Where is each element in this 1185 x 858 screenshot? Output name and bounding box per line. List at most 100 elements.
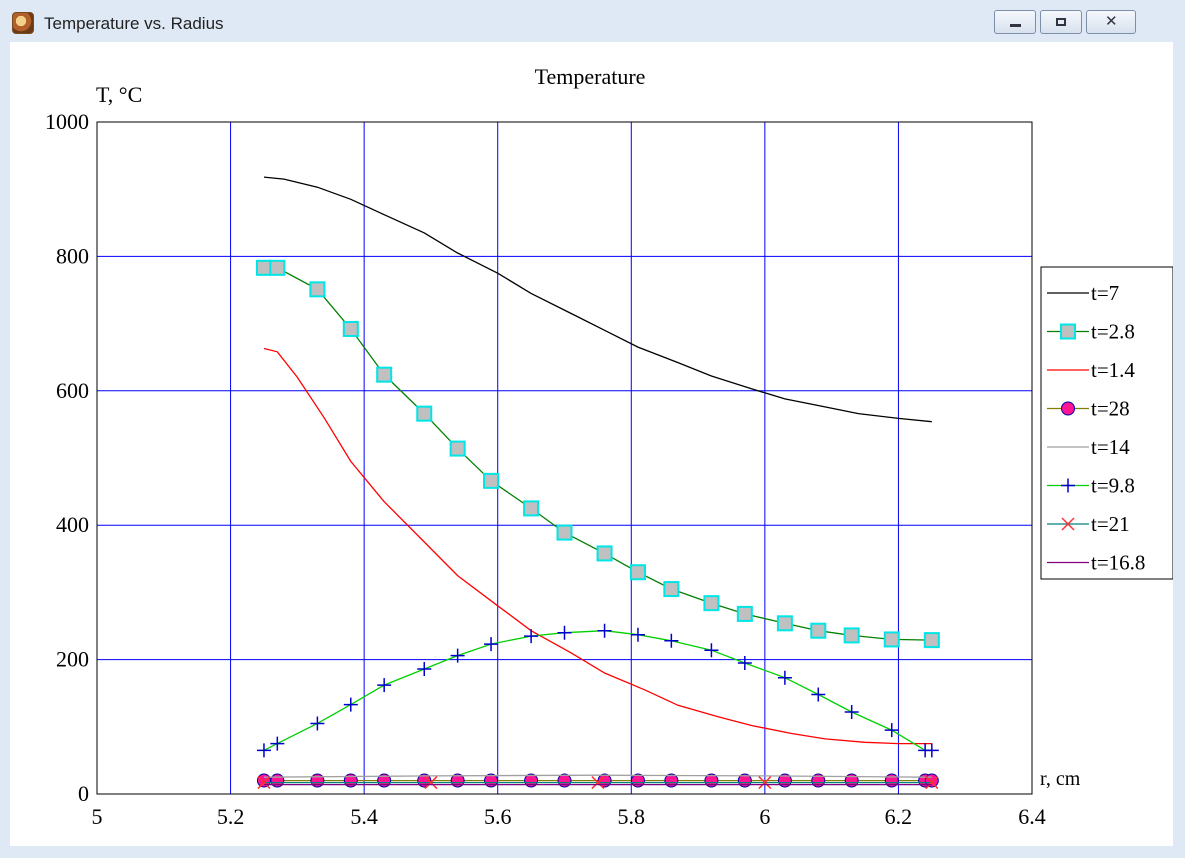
data-point [737, 655, 752, 670]
legend-item: t=28 [1047, 397, 1130, 421]
data-point [810, 622, 827, 639]
data-point [925, 776, 939, 790]
legend-item: t=2.8 [1047, 320, 1135, 344]
close-icon: ✕ [1105, 12, 1118, 30]
data-point [924, 743, 939, 758]
legend-item: t=9.8 [1047, 474, 1135, 498]
series-1 [255, 259, 940, 649]
legend-label: t=28 [1091, 397, 1130, 421]
legend-item: t=14 [1047, 435, 1130, 459]
data-point [844, 773, 859, 788]
data-point [630, 773, 645, 788]
data-point [416, 405, 433, 422]
data-point [777, 773, 792, 788]
data-point [417, 662, 432, 677]
data-point [524, 629, 539, 644]
maximize-button[interactable] [1040, 10, 1082, 34]
data-point [270, 736, 285, 751]
data-point [704, 773, 719, 788]
y-tick-label: 0 [78, 781, 89, 806]
legend-label: t=2.8 [1091, 320, 1135, 344]
data-point [557, 773, 572, 788]
data-point [883, 631, 900, 648]
series-6 [257, 776, 939, 790]
x-tick-label: 6 [759, 804, 770, 829]
data-point [591, 776, 605, 790]
data-point [376, 366, 393, 383]
legend-box [1040, 266, 1174, 580]
data-point [736, 605, 753, 622]
x-axis-label: r, cm [1040, 768, 1081, 790]
tick-labels: 5 5.2 5.4 5.6 5.8 6 6.2 6.4 0 200 400 600 800 1000 [45, 109, 1046, 829]
legend-item: t=1.4 [1047, 358, 1135, 382]
data-point [884, 723, 899, 738]
data-point [737, 773, 752, 788]
legend-item: t=16.8 [1047, 551, 1145, 575]
minimize-button[interactable] [994, 10, 1036, 34]
chart-svg: 5 5.2 5.4 5.6 5.8 6 6.2 6.4 0 200 400 600 800 1000 Te… [10, 42, 1174, 846]
data-point [630, 627, 645, 642]
legend-label: t=14 [1091, 435, 1130, 459]
data-point [257, 776, 271, 790]
legend: t=7 t=2.8 t=1.4 t=28 t=14 t=9.8 t=21 t=16.8 [1040, 266, 1174, 580]
window-title: Temperature vs. Radius [44, 14, 224, 33]
series-line [263, 774, 932, 778]
series-line [263, 347, 932, 745]
legend-label: t=7 [1091, 281, 1119, 305]
data-point [450, 648, 465, 663]
legend-label: t=21 [1091, 512, 1130, 536]
data-point [777, 670, 792, 685]
x-tick-label: 5.6 [484, 804, 512, 829]
x-tick-label: 6.4 [1018, 804, 1046, 829]
data-point [758, 776, 772, 790]
data-point [703, 595, 720, 612]
data-point [377, 773, 392, 788]
x-tick-label: 5.2 [217, 804, 245, 829]
data-point [343, 773, 358, 788]
y-tick-label: 800 [56, 243, 89, 268]
data-point [557, 625, 572, 640]
x-tick-label: 5.8 [618, 804, 646, 829]
app-logo-icon[interactable] [12, 12, 34, 34]
y-tick-label: 400 [56, 512, 89, 537]
data-point [484, 773, 499, 788]
legend-swatch-marker [1061, 401, 1075, 416]
data-point [704, 643, 719, 658]
y-tick-label: 1000 [45, 109, 89, 134]
data-point [843, 627, 860, 644]
x-tick-label: 5.4 [350, 804, 378, 829]
data-point [776, 615, 793, 632]
close-button[interactable]: ✕ [1086, 10, 1136, 34]
data-point [310, 716, 325, 731]
data-point [923, 632, 940, 649]
data-point [523, 500, 540, 517]
chart-title: Temperature [535, 64, 646, 89]
series-5 [256, 623, 939, 758]
y-tick-label: 200 [56, 647, 89, 672]
data-point [524, 773, 539, 788]
series-2 [263, 347, 932, 745]
data-point [484, 637, 499, 652]
data-point [377, 678, 392, 693]
y-axis-label: T, °C [96, 82, 142, 107]
series-layer [255, 176, 940, 790]
plot-frame [96, 121, 1033, 795]
legend-label: t=16.8 [1091, 551, 1145, 575]
data-point [342, 320, 359, 337]
data-point [450, 773, 465, 788]
chart-area: 5 5.2 5.4 5.6 5.8 6 6.2 6.4 0 200 400 600 800 1000 Te… [10, 42, 1174, 846]
x-tick-label: 6.2 [885, 804, 913, 829]
legend-item: t=7 [1047, 281, 1119, 305]
data-point [844, 705, 859, 720]
data-point [597, 773, 612, 788]
data-point [597, 623, 612, 638]
data-point [664, 773, 679, 788]
data-point [556, 524, 573, 541]
title-bar[interactable]: Temperature vs. Radius ✕ [0, 0, 1185, 40]
legend-swatch-marker [1061, 478, 1075, 493]
data-point [483, 472, 500, 489]
legend-label: t=1.4 [1091, 358, 1135, 382]
data-point [596, 545, 613, 562]
data-point [663, 581, 680, 598]
